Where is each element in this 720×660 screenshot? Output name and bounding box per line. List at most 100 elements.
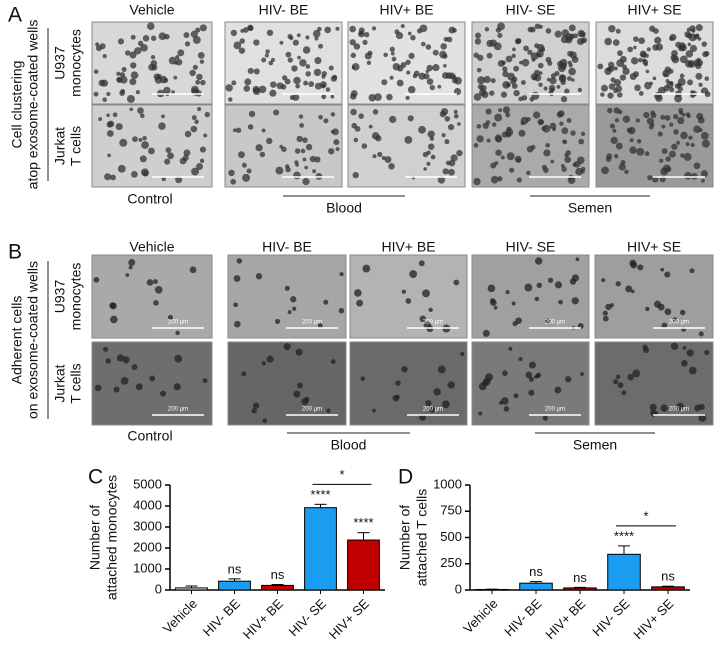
cell — [557, 110, 565, 117]
bar — [347, 539, 380, 591]
cell — [323, 299, 329, 305]
cell — [512, 321, 518, 327]
cell — [233, 275, 241, 282]
cell — [451, 77, 459, 84]
cell — [238, 151, 245, 159]
cell — [561, 166, 567, 172]
cell — [619, 55, 627, 63]
cell — [698, 331, 704, 337]
cell — [649, 25, 656, 32]
cell — [509, 167, 515, 173]
cell — [626, 127, 633, 133]
cell — [161, 114, 165, 119]
group-label: Blood — [331, 437, 367, 453]
cell — [566, 118, 572, 123]
cell — [389, 115, 397, 124]
cell — [110, 174, 116, 181]
cell — [476, 135, 484, 143]
cell — [607, 92, 614, 99]
cell — [159, 75, 168, 84]
cell — [513, 65, 520, 72]
column-header: HIV+ SE — [627, 2, 681, 18]
cell — [572, 33, 578, 39]
cell — [653, 300, 662, 308]
panel-label: B — [8, 241, 22, 264]
cell — [195, 27, 201, 33]
significance: * — [643, 508, 648, 523]
cell — [384, 156, 392, 164]
cell — [531, 57, 536, 62]
cell — [525, 371, 533, 379]
cell — [349, 25, 357, 33]
cell — [601, 166, 609, 175]
cell — [543, 86, 548, 91]
cell — [413, 70, 420, 77]
cell — [527, 49, 533, 55]
cell — [493, 305, 498, 310]
cell — [507, 72, 515, 81]
cell — [137, 107, 144, 114]
cell — [388, 163, 395, 170]
cell — [704, 91, 711, 98]
cell — [190, 30, 198, 38]
cell — [505, 55, 513, 63]
cell — [521, 58, 530, 67]
column-header: HIV- BE — [262, 239, 312, 255]
row-label: T cells — [68, 126, 84, 166]
cell — [139, 155, 147, 163]
cell — [106, 91, 111, 97]
cell — [661, 322, 668, 329]
cell — [191, 167, 200, 176]
cell — [287, 57, 293, 63]
cell — [197, 107, 202, 112]
cell — [502, 106, 510, 114]
cell — [325, 87, 331, 92]
cell — [452, 28, 457, 33]
cell — [560, 95, 568, 103]
cell — [98, 117, 103, 122]
cell — [491, 122, 497, 127]
cell — [323, 118, 329, 124]
x-tick-label: HIV+ SE — [326, 596, 372, 642]
cell — [432, 49, 439, 56]
cell — [689, 44, 698, 53]
cell — [308, 81, 315, 87]
x-tick-label: HIV+ SE — [630, 596, 676, 642]
cell — [556, 84, 561, 89]
cells — [601, 107, 710, 183]
significance: **** — [353, 515, 373, 530]
y-tick-label: 1000 — [133, 560, 162, 575]
cells — [601, 259, 704, 337]
cell — [364, 52, 372, 60]
cell — [284, 285, 290, 291]
cell — [613, 66, 618, 71]
cell — [620, 159, 626, 165]
cell — [356, 299, 364, 307]
cell — [460, 351, 465, 357]
scale-bar-label: 200 µm — [669, 407, 689, 413]
cell — [494, 113, 503, 122]
cell — [482, 379, 489, 386]
y-tick-label: 0 — [155, 581, 162, 596]
x-tick-label: HIV- SE — [589, 596, 633, 640]
cell — [191, 115, 197, 121]
cell — [689, 268, 695, 274]
cell — [650, 409, 657, 416]
cell — [567, 76, 572, 81]
cell — [672, 317, 678, 322]
cell — [684, 31, 691, 38]
cell — [232, 128, 237, 133]
cell — [279, 40, 284, 45]
cell — [153, 279, 158, 285]
cell — [495, 135, 503, 143]
cell — [577, 156, 585, 165]
cell — [664, 66, 671, 73]
cell — [629, 73, 637, 81]
cell — [673, 129, 679, 135]
column-header: HIV+ SE — [627, 239, 681, 255]
cell — [362, 264, 371, 273]
cell — [518, 356, 523, 362]
cell — [690, 90, 695, 95]
cell — [633, 36, 639, 42]
